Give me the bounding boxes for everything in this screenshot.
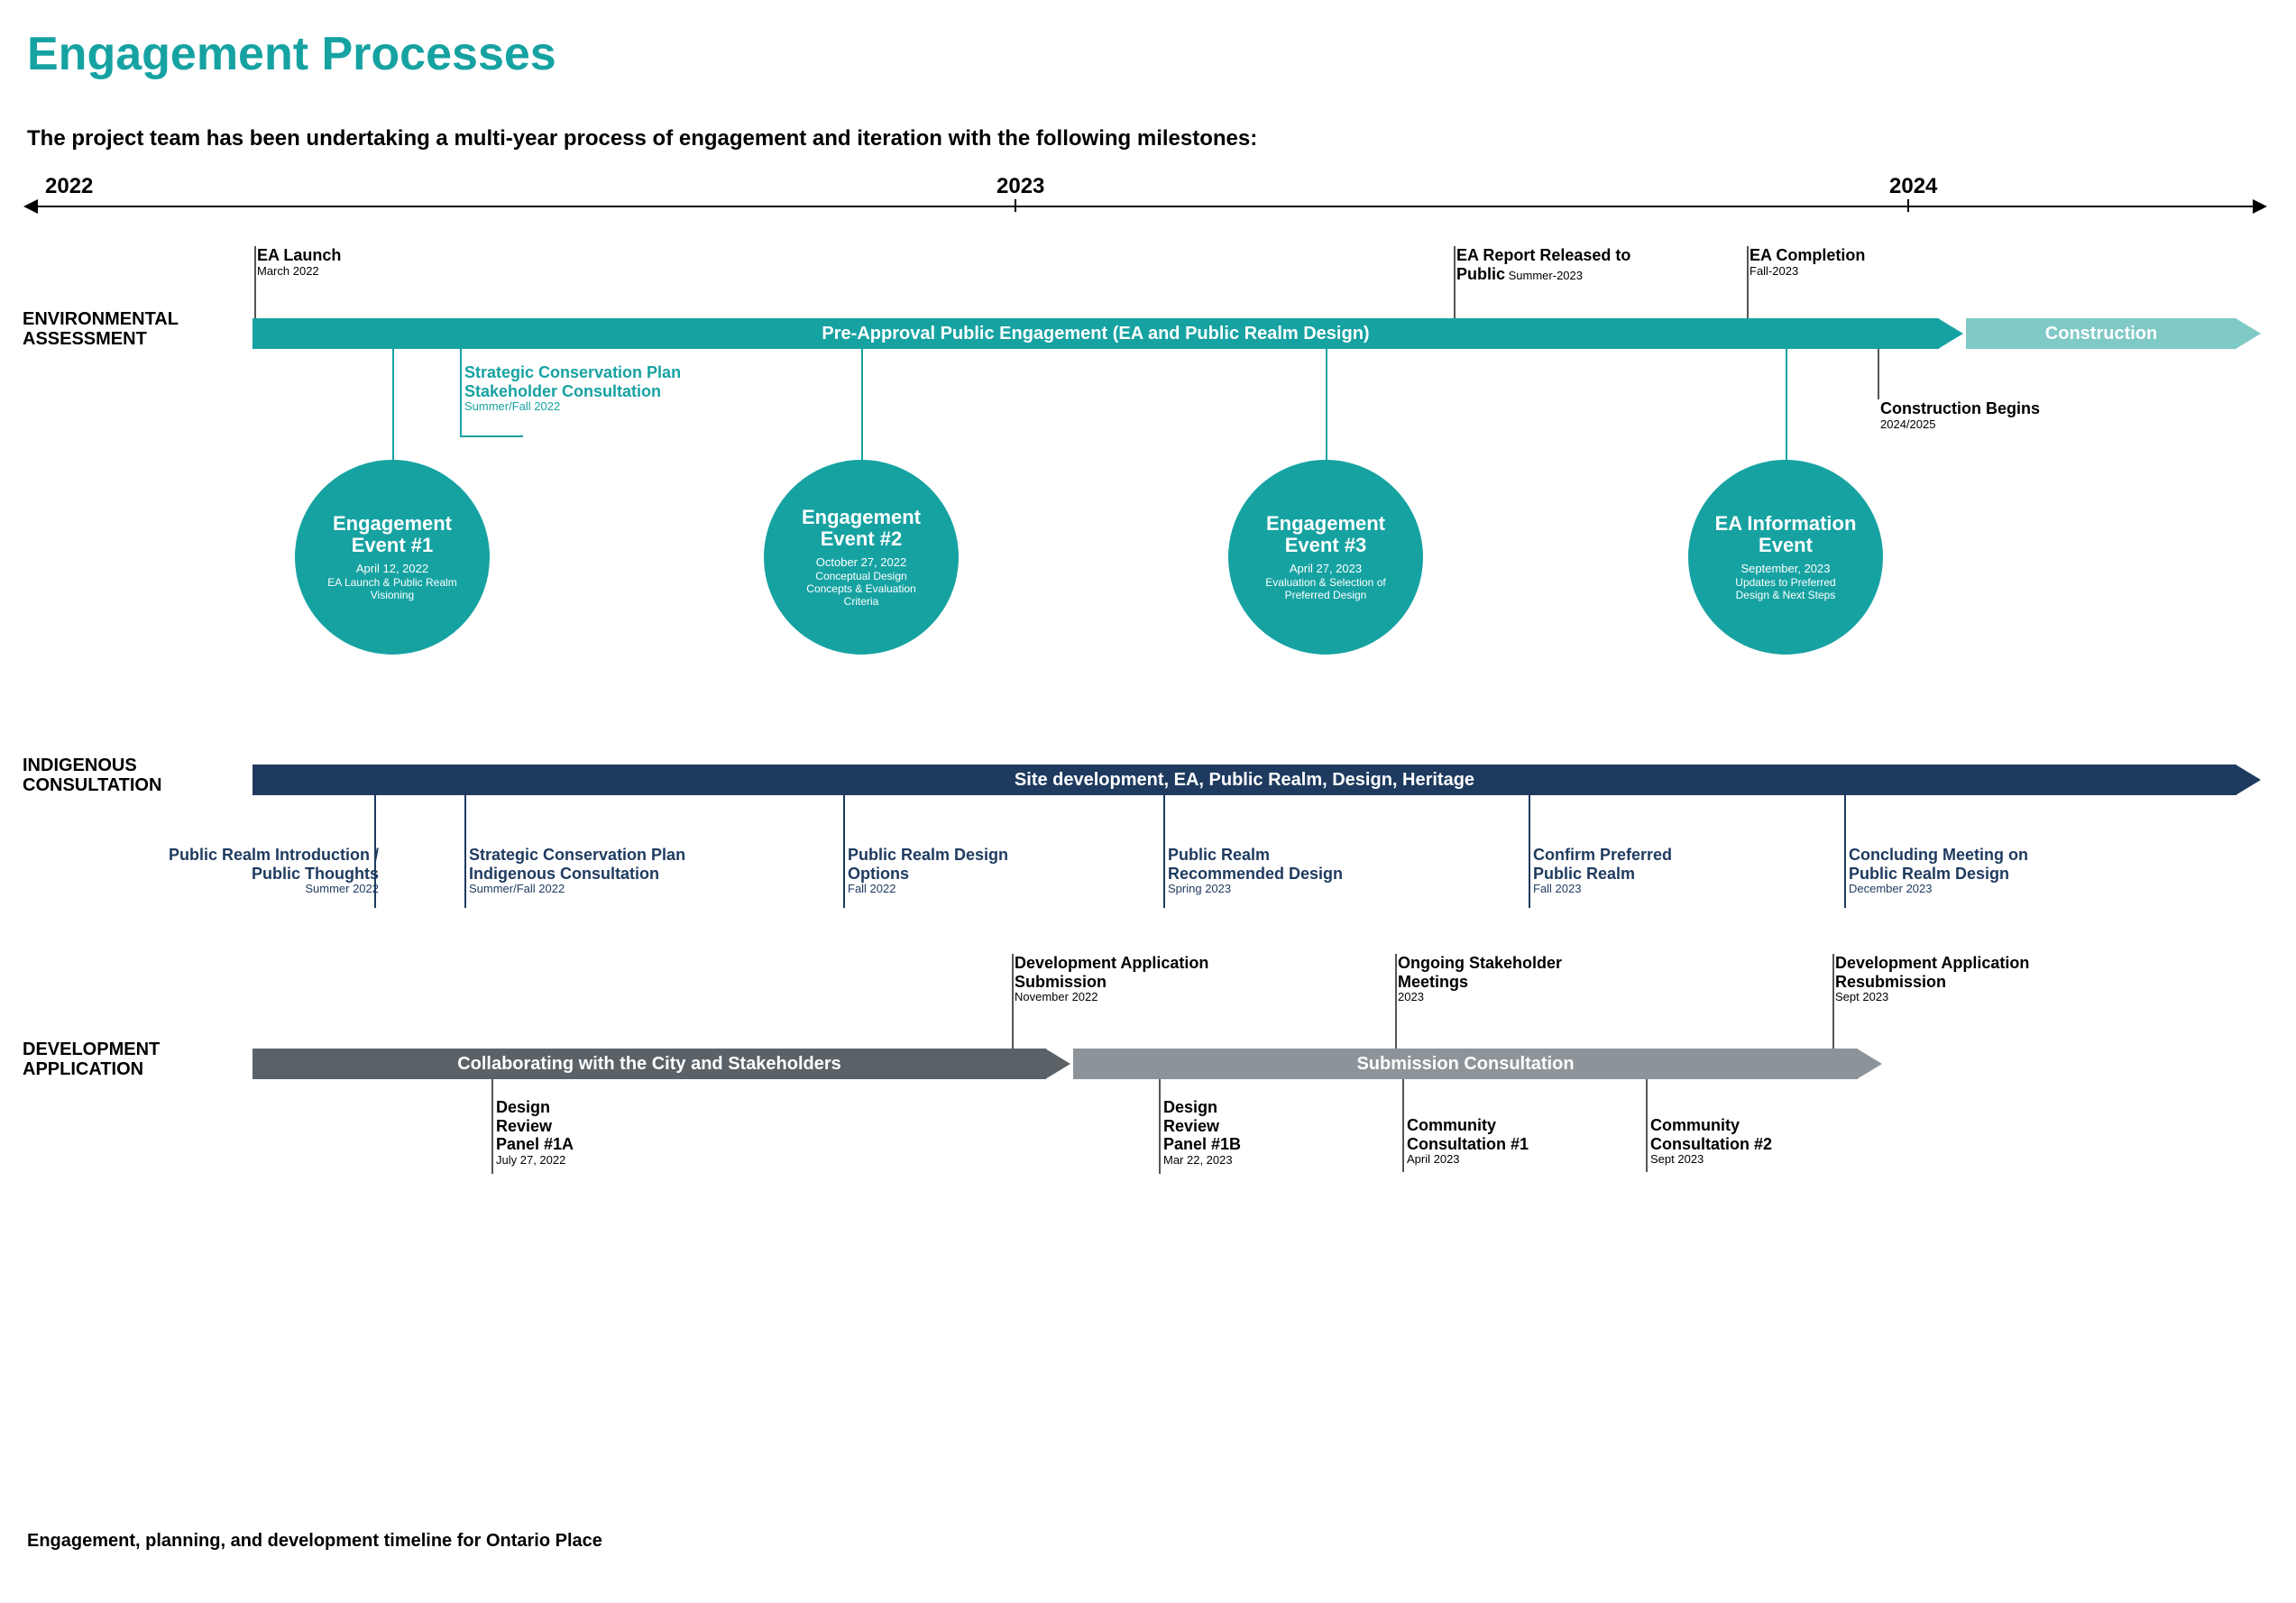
connector <box>460 349 462 435</box>
connector-h <box>460 435 523 437</box>
connector <box>1159 1079 1161 1174</box>
dev-callout-bottom: CommunityConsultation #1April 2023 <box>1407 1116 1529 1167</box>
ind-callout: Public Realm Introduction /Public Though… <box>45 846 379 896</box>
dev-callout-bottom: DesignReviewPanel #1AJuly 27, 2022 <box>496 1098 574 1168</box>
dev-callout-bottom: DesignReviewPanel #1BMar 22, 2023 <box>1163 1098 1241 1168</box>
connector <box>392 349 394 463</box>
bar-arrow <box>2236 765 2261 795</box>
connector <box>254 246 256 318</box>
engagement-circle: EA InformationEventSeptember, 2023Update… <box>1688 460 1883 655</box>
connector <box>464 795 466 908</box>
axis-line <box>36 206 2255 207</box>
bar-arrow <box>2236 318 2261 349</box>
ind-callout: Confirm PreferredPublic RealmFall 2023 <box>1533 846 1672 896</box>
engagement-circle: EngagementEvent #2October 27, 2022Concep… <box>764 460 959 655</box>
bar-arrow <box>1045 1049 1070 1079</box>
bar: Site development, EA, Public Realm, Desi… <box>253 765 2236 795</box>
connector <box>1402 1079 1404 1172</box>
bar: Construction <box>1966 318 2236 349</box>
bar: Submission Consultation <box>1073 1049 1858 1079</box>
connector <box>1646 1079 1648 1172</box>
bar: Collaborating with the City and Stakehol… <box>253 1049 1046 1079</box>
connector <box>1454 246 1456 318</box>
axis-tick <box>1907 199 1909 212</box>
year-label: 2022 <box>45 174 93 199</box>
connector <box>1786 349 1787 463</box>
callout: EA CompletionFall-2023 <box>1750 246 1865 279</box>
callout-scp: Strategic Conservation PlanStakeholder C… <box>464 363 681 414</box>
connector <box>1747 246 1749 318</box>
axis-arrow-right <box>2253 199 2267 214</box>
page-title: Engagement Processes <box>27 27 2278 81</box>
ind-callout: Public RealmRecommended DesignSpring 202… <box>1168 846 1343 896</box>
connector <box>1832 954 1834 1049</box>
connector <box>1878 349 1879 399</box>
year-label: 2023 <box>996 174 1044 199</box>
engagement-circle: EngagementEvent #1April 12, 2022EA Launc… <box>295 460 490 655</box>
year-label: 2024 <box>1889 174 1937 199</box>
bar: Pre-Approval Public Engagement (EA and P… <box>253 318 1939 349</box>
axis-tick <box>1015 199 1016 212</box>
connector <box>843 795 845 908</box>
connector <box>1163 795 1165 908</box>
bar-arrow <box>1857 1049 1882 1079</box>
callout: EA LaunchMarch 2022 <box>257 246 341 279</box>
connector <box>1395 954 1397 1049</box>
engagement-circle: EngagementEvent #3April 27, 2023Evaluati… <box>1228 460 1423 655</box>
row-label-env: ENVIRONMENTALASSESSMENT <box>23 309 248 349</box>
ind-callout: Public Realm DesignOptionsFall 2022 <box>848 846 1008 896</box>
row-label-dev: DEVELOPMENTAPPLICATION <box>23 1040 248 1079</box>
ind-callout: Strategic Conservation PlanIndigenous Co… <box>469 846 685 896</box>
connector <box>1326 349 1327 463</box>
callout-construction: Construction Begins2024/2025 <box>1880 399 2040 432</box>
row-label-ind: INDIGENOUSCONSULTATION <box>23 756 248 795</box>
dev-callout-top: Development ApplicationResubmissionSept … <box>1835 954 2029 1004</box>
connector <box>861 349 863 463</box>
footer-caption: Engagement, planning, and development ti… <box>27 1531 2278 1552</box>
ind-callout: Concluding Meeting onPublic Realm Design… <box>1849 846 2028 896</box>
axis-arrow-left <box>23 199 38 214</box>
connector <box>491 1079 493 1174</box>
callout: EA Report Released toPublic Summer-2023 <box>1456 246 1630 283</box>
connector <box>1529 795 1530 908</box>
timeline-canvas: 2022 2023 2024 ENVIRONMENTALASSESSMENT INDIG… <box>18 160 2273 1513</box>
intro-text: The project team has been undertaking a … <box>27 126 2278 151</box>
bar-arrow <box>1938 318 1963 349</box>
connector <box>1012 954 1014 1049</box>
dev-callout-top: Ongoing StakeholderMeetings2023 <box>1398 954 1562 1004</box>
dev-callout-bottom: CommunityConsultation #2Sept 2023 <box>1650 1116 1772 1167</box>
dev-callout-top: Development ApplicationSubmissionNovembe… <box>1015 954 1208 1004</box>
connector <box>1844 795 1846 908</box>
